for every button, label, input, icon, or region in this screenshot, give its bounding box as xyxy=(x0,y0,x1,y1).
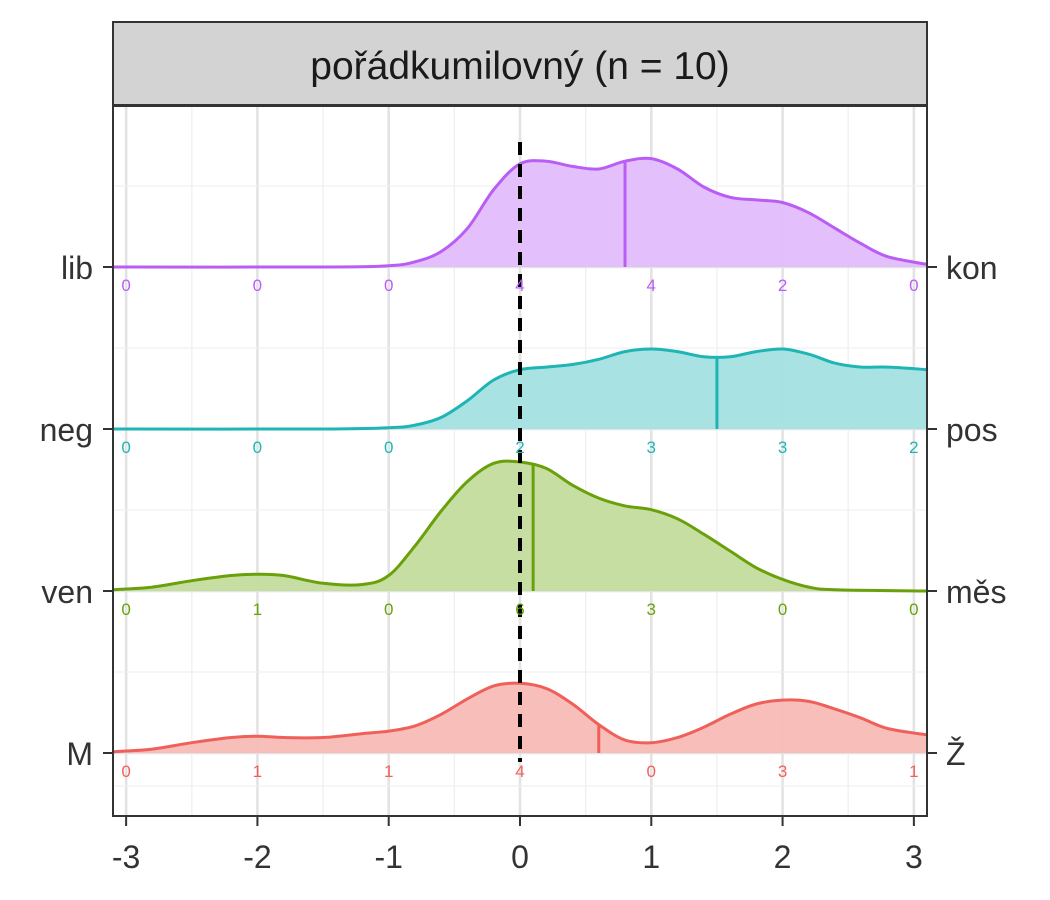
x-tick-label: 3 xyxy=(905,839,923,875)
x-axis: -3 -2 -1 0 1 2 3 xyxy=(112,816,923,875)
x-tick-label: -2 xyxy=(243,839,271,875)
x-tick-label: 0 xyxy=(511,839,529,875)
y-label-left: lib xyxy=(61,250,93,286)
count-label: 2 xyxy=(909,438,918,457)
facet-strip xyxy=(112,21,928,106)
y-label-left: M xyxy=(66,736,93,772)
count-label: 2 xyxy=(515,438,524,457)
y-label-right: Ž xyxy=(946,736,966,772)
count-label: 2 xyxy=(778,276,787,295)
count-label: 0 xyxy=(253,276,262,295)
x-tick-label: -3 xyxy=(112,839,140,875)
facet-title: pořádkumilovný (n = 10) xyxy=(310,45,729,88)
count-label: 0 xyxy=(384,276,393,295)
count-label: 0 xyxy=(909,600,918,619)
y-label-left: neg xyxy=(40,412,93,448)
x-tick-label: 2 xyxy=(774,839,792,875)
count-label: 1 xyxy=(253,762,262,781)
count-label: 3 xyxy=(647,438,656,457)
x-tick-label: 1 xyxy=(642,839,660,875)
count-label: 4 xyxy=(515,762,524,781)
count-label: 3 xyxy=(778,438,787,457)
y-axis-left: lib neg ven M xyxy=(40,250,113,772)
count-label: 0 xyxy=(647,762,656,781)
count-label: 1 xyxy=(909,762,918,781)
y-label-right: kon xyxy=(946,250,998,286)
count-label: 4 xyxy=(647,276,656,295)
count-label: 0 xyxy=(121,276,130,295)
y-label-right: pos xyxy=(946,412,998,448)
count-label: 4 xyxy=(515,276,524,295)
count-label: 1 xyxy=(384,762,393,781)
y-axis-right: kon pos měs Ž xyxy=(927,250,1006,772)
count-label: 3 xyxy=(778,762,787,781)
count-labels: 0 0 0 4 4 2 0 0 0 0 2 3 3 2 0 1 0 6 3 0 0 0 1 1 4 0 3 1 xyxy=(121,276,918,781)
y-label-right: měs xyxy=(946,574,1006,610)
density-line xyxy=(112,156,928,269)
density-line xyxy=(112,347,928,431)
count-label: 0 xyxy=(121,762,130,781)
count-label: 0 xyxy=(253,438,262,457)
count-label: 0 xyxy=(909,276,918,295)
count-label: 0 xyxy=(121,600,130,619)
count-label: 1 xyxy=(253,600,262,619)
count-label: 3 xyxy=(647,600,656,619)
count-label: 6 xyxy=(515,600,524,619)
count-label: 0 xyxy=(121,438,130,457)
y-label-left: ven xyxy=(41,574,93,610)
count-label: 0 xyxy=(384,600,393,619)
count-label: 0 xyxy=(384,438,393,457)
density-line xyxy=(112,681,928,754)
x-tick-label: -1 xyxy=(374,839,402,875)
count-label: 0 xyxy=(778,600,787,619)
